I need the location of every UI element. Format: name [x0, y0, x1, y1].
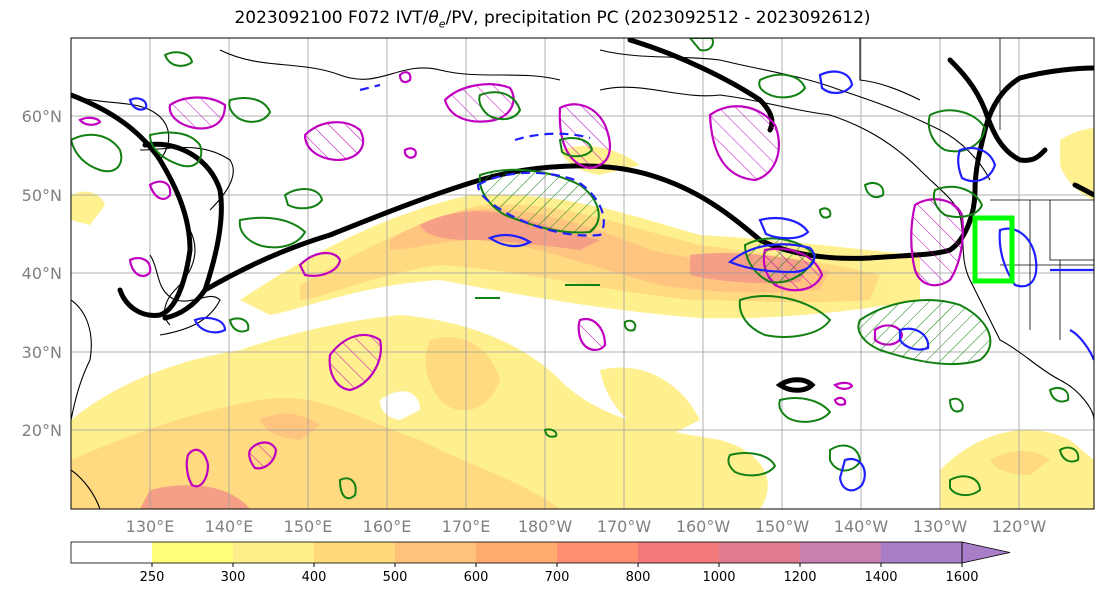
lon-label: 180°W — [518, 517, 573, 536]
lon-label: 150°E — [284, 517, 333, 536]
lon-label: 130°W — [913, 517, 968, 536]
lon-label: 140°E — [205, 517, 254, 536]
lat-label: 40°N — [22, 264, 62, 283]
lat-labels: 60°N 50°N 40°N 30°N 20°N — [22, 107, 62, 440]
map-title: 2023092100 F072 IVT/θe/PV, precipitation… — [234, 8, 871, 31]
green-contours — [71, 38, 1080, 500]
lat-label: 20°N — [22, 421, 62, 440]
blue-contours — [128, 70, 1094, 492]
colorbar-segment — [719, 542, 801, 563]
map-panel — [71, 38, 1094, 509]
lon-label: 170°W — [597, 517, 652, 536]
colorbar-segment — [233, 542, 315, 563]
lat-label: 60°N — [22, 107, 62, 126]
colorbar-segment — [314, 542, 396, 563]
colorbar-label: 600 — [464, 570, 489, 585]
lon-label: 130°E — [126, 517, 175, 536]
colorbar-segment — [638, 542, 720, 563]
colorbar-label: 700 — [545, 570, 570, 585]
colorbar-label: 800 — [626, 570, 651, 585]
colorbar: 250 300 400 500 600 700 800 1000 1200 1400 1600 — [70, 541, 1011, 585]
colorbar-segment — [152, 542, 234, 563]
colorbar-segment — [800, 542, 882, 563]
colorbar-label: 1400 — [864, 570, 897, 585]
colorbar-label: 1000 — [702, 570, 735, 585]
colorbar-segment — [71, 542, 153, 563]
colorbar-label: 250 — [140, 570, 165, 585]
colorbar-segment — [881, 542, 963, 563]
colorbar-label: 300 — [221, 570, 246, 585]
lat-label: 50°N — [22, 186, 62, 205]
colorbar-label: 400 — [302, 570, 327, 585]
lon-label: 120°W — [992, 517, 1047, 536]
lat-label: 30°N — [22, 343, 62, 362]
lon-labels: 130°E 140°E 150°E 160°E 170°E 180°W 170°… — [126, 517, 1047, 536]
lon-label: 140°W — [834, 517, 889, 536]
colorbar-label: 1600 — [945, 570, 978, 585]
colorbar-frame — [70, 541, 963, 564]
lon-label: 170°E — [442, 517, 491, 536]
colorbar-segment — [557, 542, 639, 563]
colorbar-segment — [395, 542, 477, 563]
target-region-box — [972, 215, 1015, 284]
lon-label: 160°E — [363, 517, 412, 536]
colorbar-label: 1200 — [783, 570, 816, 585]
colorbar-extend-arrow — [961, 541, 1011, 564]
map-frame — [70, 37, 1095, 510]
borders — [990, 38, 1094, 340]
colorbar-segment — [476, 542, 558, 563]
lon-label: 160°W — [676, 517, 731, 536]
lon-label: 150°W — [755, 517, 810, 536]
colorbar-label: 500 — [383, 570, 408, 585]
